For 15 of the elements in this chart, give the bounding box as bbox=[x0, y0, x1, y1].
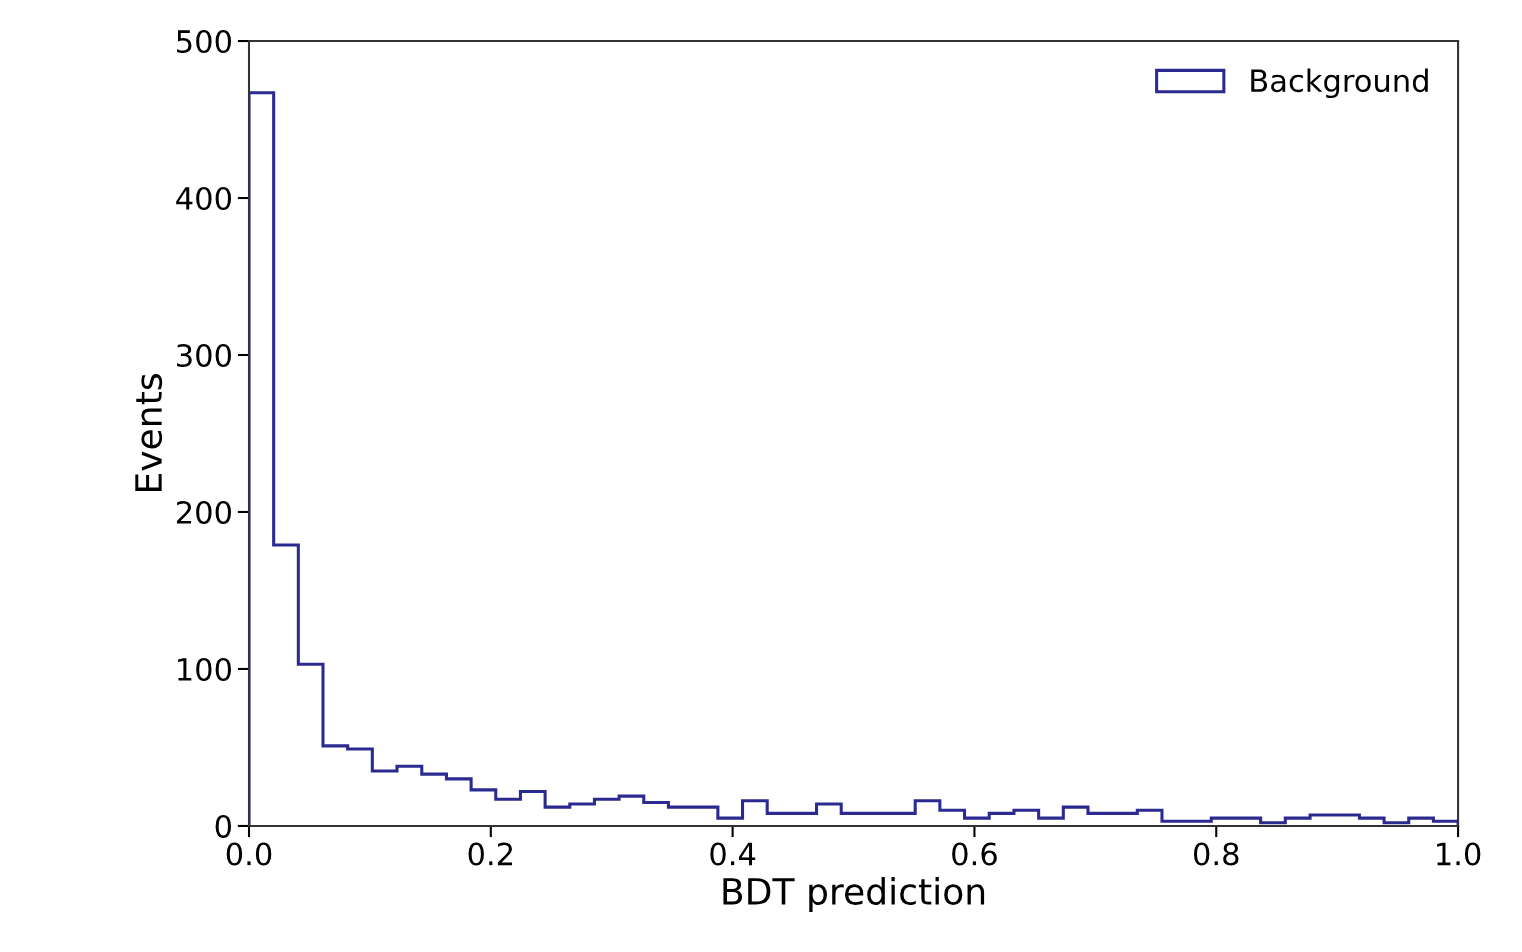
x-tick-label: 0.4 bbox=[710, 842, 756, 866]
x-axis-title: BDT prediction bbox=[723, 877, 985, 912]
x-tick-label: 0.6 bbox=[952, 842, 997, 866]
x-tick-label: 0.2 bbox=[468, 842, 513, 866]
y-tick-label: 0 bbox=[215, 814, 231, 838]
y-tick-label: 300 bbox=[177, 343, 231, 368]
y-tick-label: 400 bbox=[176, 186, 231, 211]
x-tick-label: 0.0 bbox=[226, 842, 272, 866]
x-tick-label: 0.8 bbox=[1193, 842, 1239, 866]
legend-label: Background bbox=[1251, 68, 1428, 99]
y-tick-label: 100 bbox=[178, 657, 231, 682]
y-tick-label: 200 bbox=[176, 500, 231, 525]
y-tick-label: 500 bbox=[177, 29, 231, 54]
y-axis-title: Events bbox=[135, 374, 163, 492]
x-tick-label: 1.0 bbox=[1437, 842, 1481, 866]
